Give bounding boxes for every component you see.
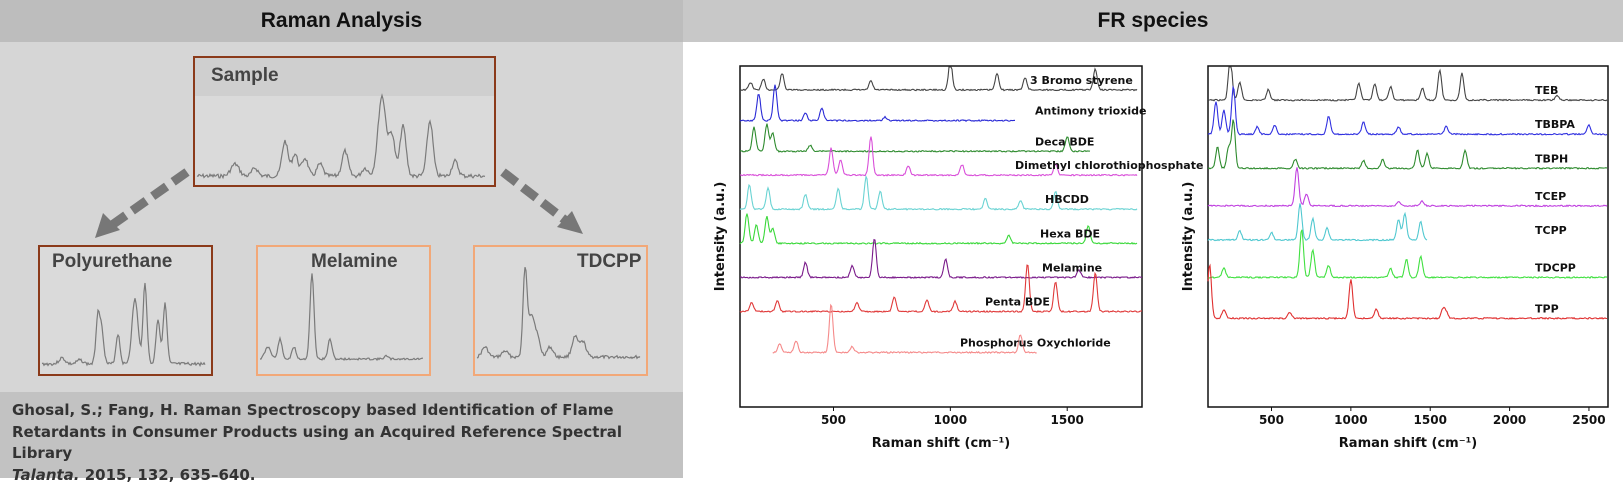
x-tick-label: 1500 bbox=[1414, 413, 1447, 427]
tdcpp-spectrum bbox=[475, 247, 646, 374]
x-tick-label: 1000 bbox=[1334, 413, 1367, 427]
tdcpp-box: TDCPP bbox=[473, 245, 648, 376]
series-label-tbbpa: TBBPA bbox=[1535, 118, 1575, 131]
fr-species-chart-1: 500 1000 1500 Raman shift (cm⁻¹) Intensity (… bbox=[708, 62, 1148, 470]
citation-line-3: Talanta. 2015, 132, 635–640. bbox=[12, 465, 673, 486]
fr-species-chart-2: 500 1000 1500 2000 2500 Raman shift (cm⁻¹) Int… bbox=[1168, 62, 1613, 470]
melamine-spectrum bbox=[258, 247, 429, 374]
x-axis-label: Raman shift (cm⁻¹) bbox=[1339, 436, 1477, 451]
polyurethane-box: Polyurethane bbox=[38, 245, 213, 376]
series-label-tbph: TBPH bbox=[1535, 152, 1568, 165]
chart-2-svg: 500 1000 1500 2000 2500 Raman shift (cm⁻¹) Int… bbox=[1168, 62, 1613, 470]
x-axis-label: Raman shift (cm⁻¹) bbox=[872, 436, 1010, 451]
series-label-teb: TEB bbox=[1535, 84, 1558, 97]
citation-line-1: Ghosal, S.; Fang, H. Raman Spectroscopy … bbox=[12, 400, 673, 422]
y-axis-label: Intensity (a.u.) bbox=[713, 182, 728, 292]
sample-spectrum bbox=[195, 58, 494, 185]
x-tick-label: 2000 bbox=[1493, 413, 1526, 427]
series-label-tcep: TCEP bbox=[1535, 190, 1566, 203]
series-line-tcpp bbox=[1208, 203, 1427, 240]
x-tick-label: 1500 bbox=[1051, 413, 1084, 427]
citation-journal: Talanta. bbox=[12, 466, 80, 484]
fr-species-header: FR species bbox=[683, 0, 1623, 42]
series-label-3-bromo-styrene: 3 Bromo styrene bbox=[1030, 74, 1133, 87]
series-label-penta-bde: Penta BDE bbox=[985, 296, 1050, 309]
series-label-melamine: Melamine bbox=[1042, 261, 1102, 274]
raman-analysis-header: Raman Analysis bbox=[0, 0, 683, 42]
citation-details: 2015, 132, 635–640. bbox=[80, 466, 256, 484]
series-label-deca-bde: Deca BDE bbox=[1035, 135, 1094, 148]
series-label-hexa-bde: Hexa BDE bbox=[1040, 227, 1100, 240]
series-label-tcpp: TCPP bbox=[1535, 224, 1567, 237]
x-tick-label: 1000 bbox=[934, 413, 967, 427]
chart-1-svg: 500 1000 1500 Raman shift (cm⁻¹) Intensity (… bbox=[708, 62, 1148, 470]
melamine-box: Melamine bbox=[256, 245, 431, 376]
citation: Ghosal, S.; Fang, H. Raman Spectroscopy … bbox=[0, 392, 683, 478]
series-label-phosphorus-oxychloride: Phosphorus Oxychloride bbox=[960, 336, 1111, 349]
sample-spectrum-box: Sample bbox=[193, 56, 496, 187]
series-label-hbcdd: HBCDD bbox=[1045, 193, 1089, 206]
polyurethane-spectrum bbox=[40, 247, 211, 374]
x-tick-label: 500 bbox=[821, 413, 846, 427]
citation-line-2: Retardants in Consumer Products using an… bbox=[12, 422, 673, 465]
series-label-tdcpp: TDCPP bbox=[1535, 261, 1576, 274]
series-label-antimony-trioxide: Antimony trioxide bbox=[1035, 105, 1146, 118]
series-label-tpp: TPP bbox=[1535, 302, 1559, 315]
x-tick-label: 500 bbox=[1259, 413, 1284, 427]
y-axis-label: Intensity (a.u.) bbox=[1181, 182, 1196, 292]
x-tick-label: 2500 bbox=[1572, 413, 1605, 427]
